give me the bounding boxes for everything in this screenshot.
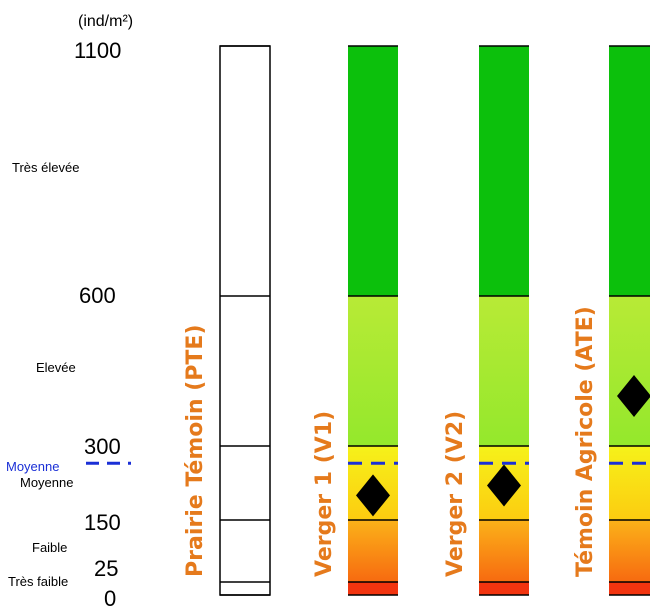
column-3-class-band-3 xyxy=(609,296,650,446)
tick-label-150: 150 xyxy=(84,510,121,535)
column-labels: Prairie Témoin (PTE) Verger 1 (V1) Verger … xyxy=(183,306,598,577)
column-1-class-band-4 xyxy=(348,46,398,296)
column-label-1: Verger 1 (V1) xyxy=(312,411,337,577)
column-1-class-band-0 xyxy=(348,582,398,595)
column-label-3: Témoin Agricole (ATE) xyxy=(573,306,598,577)
mean-reference-label: Moyenne xyxy=(6,459,59,474)
unit-label: (ind/m²) xyxy=(78,13,133,30)
column-label-2: Verger 2 (V2) xyxy=(443,411,468,577)
column-2-class-band-4 xyxy=(479,46,529,296)
class-label-1: Faible xyxy=(32,540,67,555)
column-2-value-marker xyxy=(487,464,521,507)
column-2 xyxy=(479,45,529,596)
column-1-class-band-1 xyxy=(348,520,398,582)
column-3-class-band-2 xyxy=(609,446,650,520)
column-1-class-band-3 xyxy=(348,296,398,446)
column-3-class-band-0 xyxy=(609,582,650,595)
tick-label-25: 25 xyxy=(94,556,118,581)
column-2-class-band-3 xyxy=(479,296,529,446)
column-1 xyxy=(348,45,398,596)
class-label-4: Très élevée xyxy=(12,160,79,175)
column-1-value-marker xyxy=(356,474,390,517)
column-3-class-band-1 xyxy=(609,520,650,582)
class-label-3: Elevée xyxy=(36,360,76,375)
class-label-0: Très faible xyxy=(8,574,68,589)
column-2-class-band-1 xyxy=(479,520,529,582)
column-0 xyxy=(219,45,271,596)
tick-labels: 0 25 150 300 600 1100 xyxy=(74,38,121,606)
class-label-2: Moyenne xyxy=(20,475,73,490)
column-3 xyxy=(609,45,650,596)
column-label-0: Prairie Témoin (PTE) xyxy=(183,324,208,577)
columns xyxy=(86,45,650,596)
tick-label-300: 300 xyxy=(84,434,121,459)
tick-label-1100: 1100 xyxy=(74,38,121,63)
column-0-frame xyxy=(219,45,271,596)
class-labels: Très faible Faible Moyenne Elevée Très élevé… xyxy=(8,160,79,589)
tick-label-600: 600 xyxy=(79,283,116,308)
column-3-class-band-4 xyxy=(609,46,650,296)
column-2-class-band-0 xyxy=(479,582,529,595)
column-3-value-marker xyxy=(617,375,650,417)
tick-label-0: 0 xyxy=(104,586,116,606)
